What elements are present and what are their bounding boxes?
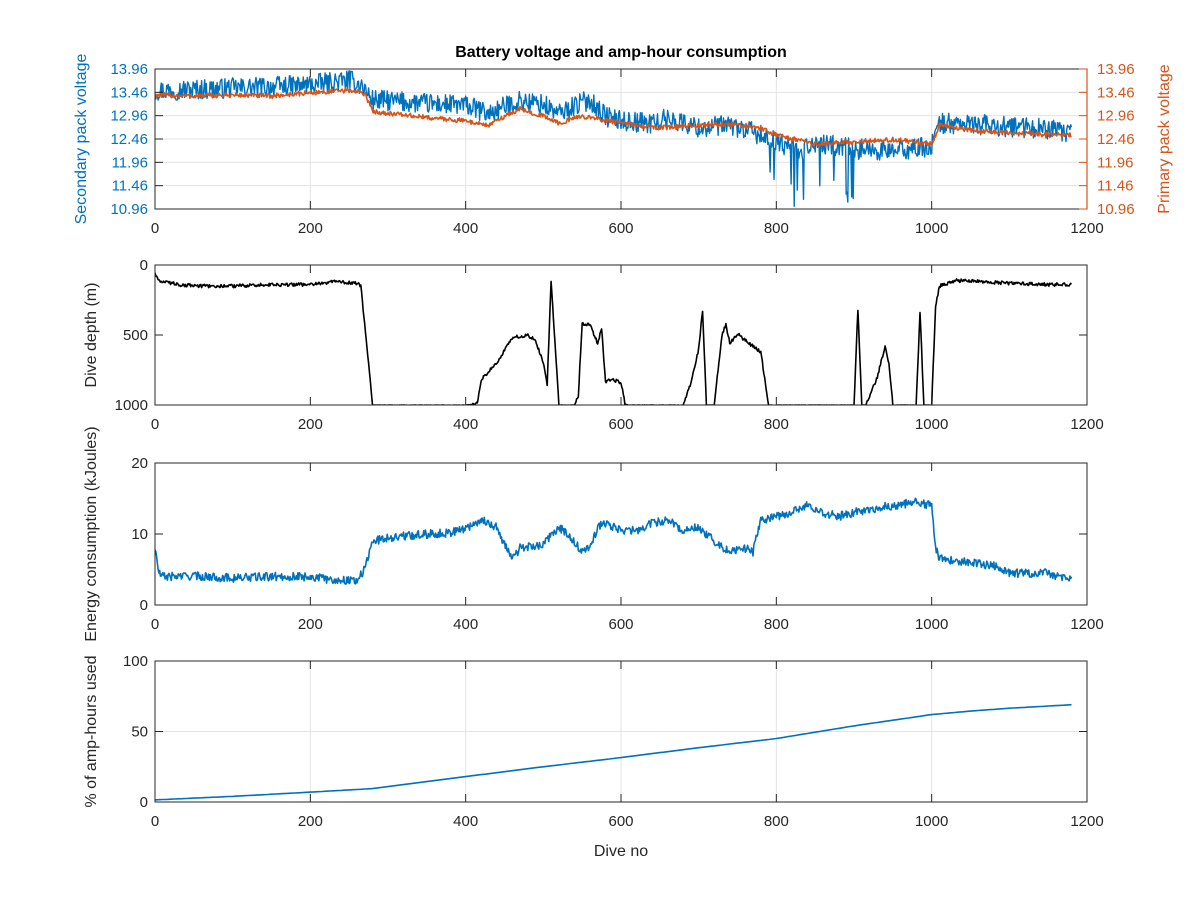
x-tick-label: 1200 [1070,813,1103,830]
x-tick-label: 0 [151,813,159,830]
x-tick-label: 1200 [1070,220,1103,237]
panel-1: 0 200 400 600 800 1000 1200 10.96 11.46 11.96 12.4… [73,54,1173,237]
panel-2: 0 200 400 600 800 1000 1200 0 500 1000 Dive depth … [83,257,1104,433]
y-tick-label: 10 [131,526,148,543]
x-tick-label: 200 [298,616,323,633]
y-tick-label: 0 [140,794,148,811]
x-tick-label: 1000 [915,813,948,830]
y-tick-label: 100 [123,653,148,670]
x-tick-label: 400 [453,416,478,433]
y-tick-label: 0 [140,257,148,274]
x-tick-label: 1000 [915,616,948,633]
series-group [155,703,1072,801]
y-tick-label: 20 [131,455,148,472]
y-tick-label: 1000 [115,397,148,414]
x-tick-label: 1200 [1070,416,1103,433]
y-axis-label: % of amp-hours used [83,655,100,807]
y-tick-label: 12.96 [110,108,148,125]
y-axis-label: Dive depth (m) [83,283,100,388]
series-group [155,69,1073,207]
x-tick-label: 800 [764,813,789,830]
y-tick-label: 11.46 [112,178,148,195]
series-line-primary-pack-voltage [155,87,1072,147]
y-tick-label-right: 12.46 [1097,131,1135,148]
y-axis-label: Secondary pack voltage [73,54,90,225]
y-tick-label-right: 11.96 [1097,154,1133,171]
x-tick-label: 600 [608,616,633,633]
panel-4: 0 200 400 600 800 1000 1200 0 50 100 % of amp-hour… [83,653,1104,860]
x-tick-label: 200 [298,813,323,830]
x-tick-label: 800 [764,616,789,633]
x-axis-label: Dive no [594,843,648,860]
y-tick-label: 12.46 [110,131,148,148]
series-line-energy-consumption [155,497,1073,585]
x-tick-label: 200 [298,416,323,433]
series-group [155,497,1073,585]
y-tick-label: 13.96 [110,61,148,78]
y-tick-label-right: 10.96 [1097,201,1135,218]
x-tick-label: 1200 [1070,616,1103,633]
x-tick-label: 1000 [915,416,948,433]
y-tick-label: 500 [123,327,148,344]
series-group [155,272,1073,405]
y-tick-label: 10.96 [110,201,148,218]
y-tick-label-right: 13.46 [1097,84,1135,101]
y-tick-label: 11.96 [112,154,148,171]
x-tick-label: 400 [453,616,478,633]
x-tick-label: 0 [151,616,159,633]
series-line-dive-depth [155,272,1073,405]
x-tick-label: 400 [453,220,478,237]
x-tick-label: 0 [151,220,159,237]
panel-3: 0 200 400 600 800 1000 1200 0 10 20 Energy consump… [83,426,1104,641]
y-tick-label-right: 11.46 [1097,178,1133,195]
x-tick-label: 800 [764,220,789,237]
y-axis-label-right: Primary pack voltage [1156,64,1173,213]
x-tick-label: 600 [608,220,633,237]
y-tick-label-right: 13.96 [1097,61,1135,78]
x-tick-label: 200 [298,220,323,237]
series-line--of-amp-hours-used [155,703,1072,801]
y-tick-label: 13.46 [110,84,148,101]
x-tick-label: 0 [151,416,159,433]
y-tick-label: 50 [131,724,148,741]
y-tick-label-right: 12.96 [1097,108,1135,125]
x-tick-label: 600 [608,416,633,433]
x-tick-label: 400 [453,813,478,830]
figure-title: Battery voltage and amp-hour consumption [455,44,787,61]
x-tick-label: 1000 [915,220,948,237]
x-tick-label: 600 [608,813,633,830]
y-tick-label: 0 [140,597,148,614]
x-tick-label: 800 [764,416,789,433]
y-axis-label: Energy consumption (kJoules) [83,426,100,641]
